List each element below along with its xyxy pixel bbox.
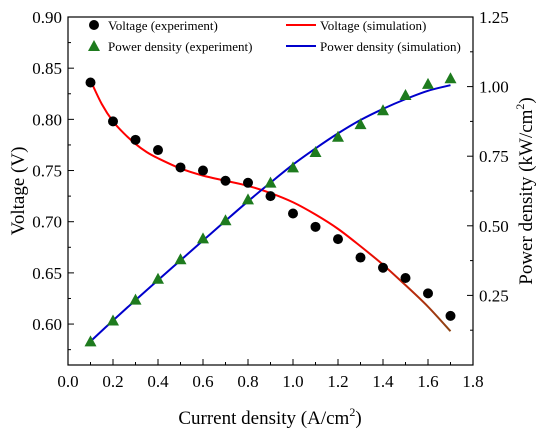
voltage-data-point xyxy=(288,208,298,219)
legend-marker-voltage-experiment xyxy=(89,20,99,30)
power-density-data-point xyxy=(242,193,254,205)
x-tick-label: 0.8 xyxy=(237,372,258,391)
power-density-data-point xyxy=(354,118,367,130)
voltage-data-point xyxy=(175,162,186,173)
voltage-data-point xyxy=(108,116,118,127)
right-y-tick-label: 0.75 xyxy=(479,147,509,166)
left-y-tick-label: 0.85 xyxy=(32,59,62,78)
power-density-data-point xyxy=(152,272,164,284)
power-density-data-point xyxy=(377,104,389,116)
power-density-data-point xyxy=(107,314,119,326)
right-y-axis-ticks: 0.25 0.50 0.75 1.00 1.25 xyxy=(467,8,509,331)
x-tick-label: 0.4 xyxy=(147,372,169,391)
right-y-axis-title: Power density (kW/cm2) xyxy=(513,97,537,285)
voltage-data-point xyxy=(445,310,456,321)
x-tick-label: 1.0 xyxy=(282,372,303,391)
series-layer xyxy=(84,72,457,347)
right-y-tick-label: 0.50 xyxy=(479,217,509,236)
power-density-data-point xyxy=(399,88,412,100)
x-tick-label: 1.8 xyxy=(462,372,483,391)
power-density-data-point xyxy=(264,176,277,188)
right-y-tick-label: 1.25 xyxy=(479,8,509,27)
left-y-tick-label: 0.70 xyxy=(32,213,62,232)
legend-label-voltage-experiment: Voltage (experiment) xyxy=(108,18,218,33)
left-y-axis-title: Voltage (V) xyxy=(8,147,29,236)
power-density-data-point xyxy=(444,72,457,84)
voltage-data-point xyxy=(333,234,343,245)
series-line-voltage-simulation xyxy=(89,80,452,332)
legend-label-voltage-simulation: Voltage (simulation) xyxy=(320,18,426,33)
x-tick-label: 0.2 xyxy=(102,372,123,391)
voltage-data-point xyxy=(153,145,163,156)
voltage-data-point xyxy=(378,262,388,273)
left-y-tick-label: 0.60 xyxy=(32,315,62,334)
voltage-data-point xyxy=(355,252,366,263)
x-tick-label: 0.0 xyxy=(57,372,78,391)
left-y-axis-ticks: 0.60 0.65 0.70 0.75 0.80 0.85 0.90 xyxy=(32,8,74,351)
voltage-data-point xyxy=(198,165,208,176)
voltage-data-point xyxy=(423,288,433,299)
power-density-data-point xyxy=(84,335,97,347)
left-y-tick-label: 0.75 xyxy=(32,162,62,181)
plot-frame xyxy=(67,16,474,366)
right-y-tick-label: 1.00 xyxy=(479,78,509,97)
power-density-data-point xyxy=(197,232,209,244)
voltage-data-point xyxy=(130,134,141,145)
legend-label-power-simulation: Power density (simulation) xyxy=(320,39,461,54)
power-density-data-point xyxy=(174,253,187,265)
voltage-data-point xyxy=(220,175,231,186)
x-axis-title: Current density (A/cm2) xyxy=(178,405,361,429)
left-y-tick-label: 0.90 xyxy=(32,8,62,27)
legend-marker-power-experiment xyxy=(88,40,100,51)
right-y-tick-label: 0.25 xyxy=(479,286,509,305)
voltage-data-point xyxy=(265,191,276,202)
power-density-data-point xyxy=(129,293,142,305)
voltage-data-point xyxy=(85,77,96,88)
x-axis-ticks: 0.0 0.2 0.4 0.6 0.8 1.0 1.2 1.4 1.6 1.8 xyxy=(57,359,484,391)
power-density-data-point xyxy=(309,146,322,158)
series-line-power-density-simulation xyxy=(89,84,451,343)
power-density-data-point xyxy=(332,130,344,142)
power-density-data-point xyxy=(219,214,232,226)
x-tick-label: 1.6 xyxy=(417,372,438,391)
voltage-data-point xyxy=(400,273,411,283)
x-tick-label: 0.6 xyxy=(192,372,213,391)
left-y-tick-label: 0.65 xyxy=(32,264,62,283)
voltage-data-point xyxy=(243,177,253,188)
voltage-data-point xyxy=(310,221,321,232)
legend-label-power-experiment: Power density (experiment) xyxy=(108,39,252,54)
power-density-data-point xyxy=(287,161,299,173)
legend: Voltage (experiment) Voltage (simulation… xyxy=(88,18,461,54)
power-density-data-point xyxy=(422,77,434,89)
x-tick-label: 1.4 xyxy=(372,372,394,391)
x-tick-label: 1.2 xyxy=(327,372,348,391)
left-y-tick-label: 0.80 xyxy=(32,110,62,129)
